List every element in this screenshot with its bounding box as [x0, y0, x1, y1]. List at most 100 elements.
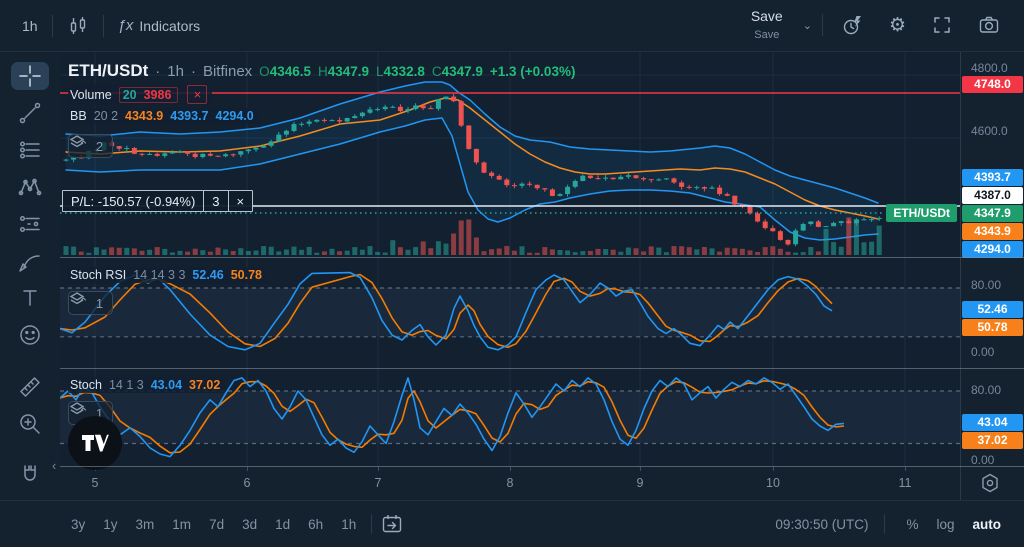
- price-tick: 4800.0: [971, 61, 1008, 75]
- toolbar-left-group: 1h ƒx Indicators: [0, 10, 208, 42]
- fullscreen-button[interactable]: [924, 10, 960, 40]
- stoch-rsi-legend: Stoch RSI 14 14 3 3 52.46 50.78: [68, 267, 267, 283]
- sidebar-collapse-chevron[interactable]: ‹: [52, 458, 57, 473]
- remove-volume-button[interactable]: ×: [187, 85, 208, 104]
- layers-icon: [69, 135, 85, 148]
- pane-separator[interactable]: [60, 368, 1024, 369]
- range-button-3m[interactable]: 3m: [135, 516, 155, 532]
- range-button-3y[interactable]: 3y: [71, 516, 86, 532]
- range-button-1h[interactable]: 1h: [341, 516, 357, 532]
- range-button-6h[interactable]: 6h: [308, 516, 324, 532]
- collapse-chevron-up-icon: ⌃: [78, 405, 89, 420]
- time-label: 6: [243, 476, 251, 490]
- stoch-params: 14 1 3: [108, 378, 144, 392]
- main-legend-collapse[interactable]: ⌃ 2: [68, 134, 114, 158]
- save-button[interactable]: Save Save: [750, 8, 783, 42]
- ohlc-close: C4347.9: [431, 64, 483, 79]
- gear-icon: ⚙: [888, 14, 906, 36]
- brush-tool-button[interactable]: [11, 247, 49, 275]
- collapse-chevron-up-icon: ⌃: [78, 138, 89, 153]
- text-tool-button[interactable]: [11, 284, 49, 312]
- pane-separator[interactable]: [60, 257, 1024, 258]
- stoch-d-value: 37.02: [189, 378, 221, 392]
- indicators-button[interactable]: ƒx Indicators: [110, 12, 209, 39]
- tradingview-logo[interactable]: [68, 416, 122, 470]
- indicators-label: Indicators: [139, 17, 201, 34]
- time-label: 7: [374, 476, 382, 490]
- screenshot-button[interactable]: [970, 9, 1008, 41]
- bb-lower-badge: 4294.0: [962, 241, 1023, 258]
- emoji-icon: [20, 325, 40, 345]
- price-scale-settings-icon[interactable]: [979, 472, 1001, 499]
- clock-utc[interactable]: 09:30:50 (UTC): [775, 516, 869, 532]
- symbol-header: ETH/USDt · 1h · Bitfinex O4346.5 H4347.9…: [68, 61, 575, 81]
- stoch-d-badge: 37.02: [962, 432, 1023, 449]
- zoom-in-tool-button[interactable]: [11, 410, 49, 438]
- magnet-tool-button[interactable]: [11, 462, 49, 490]
- ohlc-open: O4346.5: [259, 64, 311, 79]
- osc-tick: 0.00: [971, 345, 995, 359]
- bb-upper-badge: 4393.7: [962, 169, 1023, 186]
- crosshair-tool-button[interactable]: [11, 62, 49, 90]
- toolbar-divider: [821, 14, 823, 37]
- indicator-count: 1: [95, 405, 104, 421]
- close-position-button[interactable]: ×: [227, 191, 253, 211]
- camera-icon: [978, 14, 1000, 36]
- range-button-1m[interactable]: 1m: [172, 516, 192, 532]
- crosshair-price-badge: 4387.0: [962, 187, 1023, 204]
- price-change: +1.3 (+0.03%): [489, 64, 576, 79]
- time-label: 11: [898, 476, 912, 490]
- forecast-tool-button[interactable]: [11, 210, 49, 238]
- time-label: 8: [506, 476, 514, 490]
- stoch-pane[interactable]: Stoch 14 1 3 43.04 37.02 ⌃ 1: [60, 369, 960, 468]
- fib-lines-tool-button[interactable]: [11, 136, 49, 164]
- price-scale[interactable]: 4800.0 4748.0 4600.0 4393.7 4387.0 4347.…: [960, 52, 1024, 500]
- emoji-tool-button[interactable]: [11, 321, 49, 349]
- auto-scale-toggle[interactable]: auto: [972, 516, 1002, 532]
- trend-line-tool-button[interactable]: [11, 99, 49, 127]
- range-button-7d[interactable]: 7d: [209, 516, 225, 532]
- stoch-k-badge: 43.04: [962, 414, 1023, 431]
- time-tick: [640, 467, 641, 471]
- xabcd-pattern-icon: [18, 178, 42, 196]
- bb-upper-value: 4393.7: [170, 109, 209, 123]
- candles-icon: [67, 15, 89, 37]
- time-label: 9: [636, 476, 644, 490]
- main-price-pane[interactable]: ETH/USDt · 1h · Bitfinex O4346.5 H4347.9…: [60, 52, 960, 258]
- header-separator: ·: [190, 63, 196, 80]
- percent-scale-toggle[interactable]: %: [906, 516, 919, 532]
- osc-tick: 0.00: [971, 453, 995, 467]
- range-button-3d[interactable]: 3d: [242, 516, 258, 532]
- osc-tick: 80.00: [971, 383, 1002, 397]
- date-range-group: 3y 1y 3m 1m 7d 3d 1d 6h 1h: [0, 513, 363, 536]
- range-button-1y[interactable]: 1y: [103, 516, 118, 532]
- volume-legend: Volume 20 3986 ×: [68, 84, 213, 105]
- last-price-badge: 4347.9: [962, 205, 1023, 222]
- ohlc-low: L4332.8: [376, 64, 425, 79]
- ruler-tool-button[interactable]: [11, 373, 49, 401]
- stoch-rsi-pane[interactable]: Stoch RSI 14 14 3 3 52.46 50.78 ⌃ 1: [60, 259, 960, 369]
- volume-ma-length: 20: [122, 87, 137, 102]
- symbol-title[interactable]: ETH/USDt: [68, 61, 149, 80]
- position-symbol-badge: ETH/USDt: [886, 204, 957, 222]
- toolbar-divider: [102, 14, 104, 37]
- alert-price-badge: 4748.0: [962, 76, 1023, 93]
- log-scale-toggle[interactable]: log: [936, 516, 955, 532]
- chart-style-button[interactable]: [59, 10, 97, 42]
- stoch-rsi-collapse[interactable]: ⌃ 1: [68, 291, 114, 315]
- quick-alert-button[interactable]: [833, 9, 871, 41]
- volume-legend-values: 20 3986: [118, 86, 179, 103]
- interval-button[interactable]: 1h: [22, 17, 38, 34]
- layers-icon: [69, 402, 85, 415]
- save-chevron-down-icon[interactable]: ⌄: [802, 19, 812, 32]
- xabcd-pattern-tool-button[interactable]: [11, 173, 49, 201]
- bb-legend-name: BB: [70, 109, 87, 123]
- range-button-1d[interactable]: 1d: [275, 516, 291, 532]
- stoch-legend: Stoch 14 1 3 43.04 37.02: [68, 377, 226, 393]
- stoch-name: Stoch: [70, 378, 102, 392]
- time-axis[interactable]: 5 6 7 8 9 10 11: [60, 467, 960, 500]
- go-to-date-button[interactable]: [380, 512, 404, 536]
- position-qty-button[interactable]: 3: [203, 191, 227, 211]
- settings-button[interactable]: ⚙: [881, 11, 914, 40]
- header-separator: ·: [155, 63, 161, 80]
